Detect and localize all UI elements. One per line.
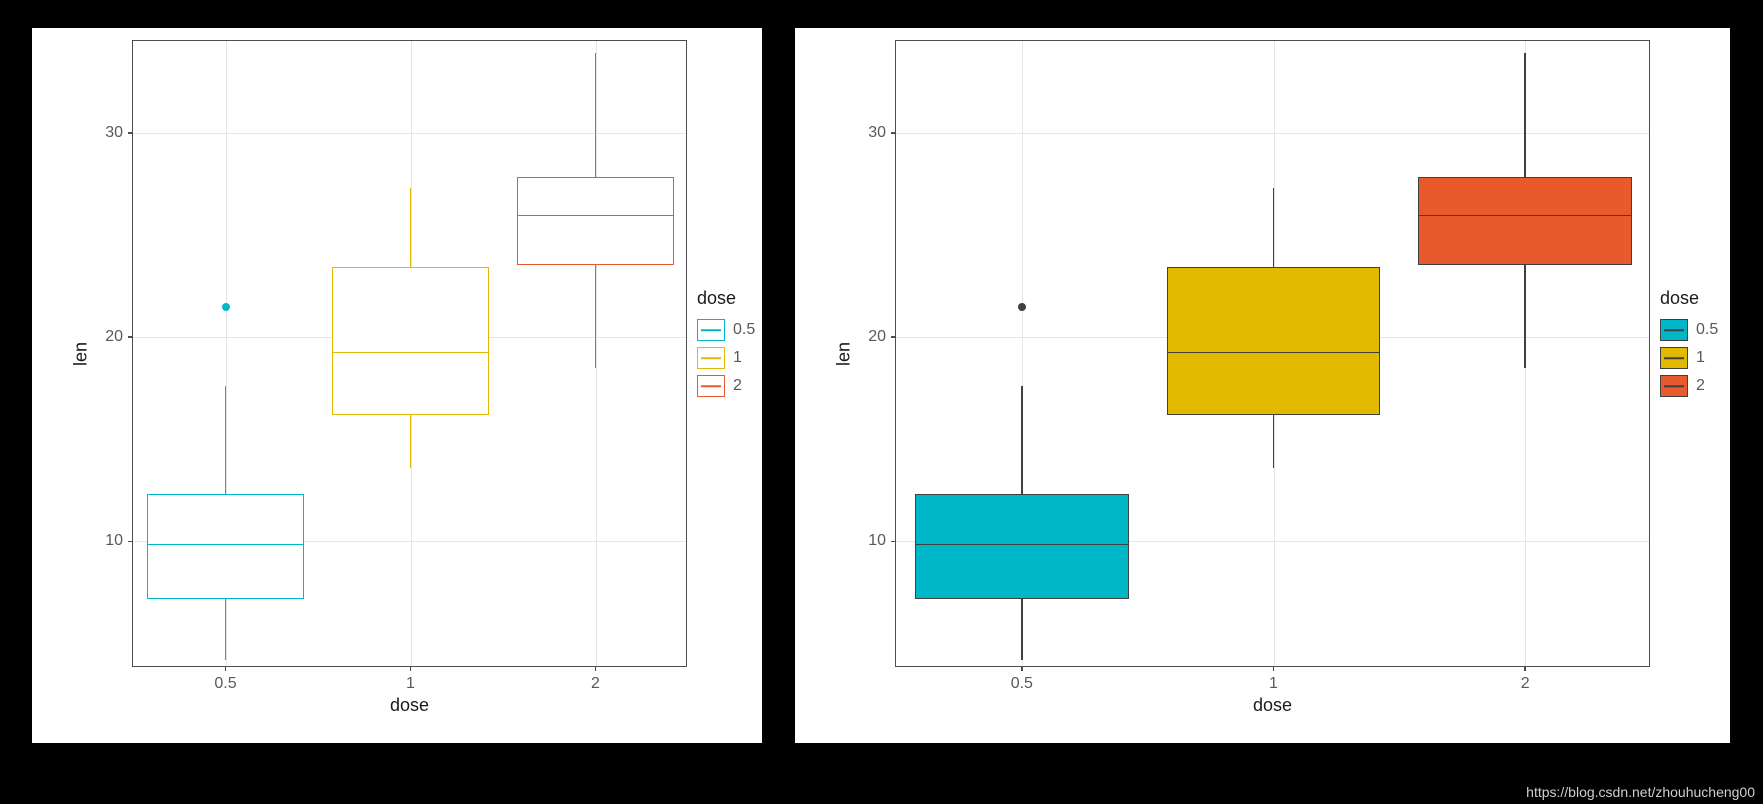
legend-title: dose [1660,288,1718,309]
legend-item: 2 [697,375,755,397]
gridline-h [896,133,1649,134]
whisker-lower [595,265,597,368]
legend-key-icon [1660,347,1688,369]
whisker-upper [1524,53,1526,177]
x-tick-label: 1 [406,666,415,692]
median-line [1167,352,1381,354]
legend-label: 1 [1696,349,1705,367]
legend-key-icon [1660,375,1688,397]
legend-item: 0.5 [1660,319,1718,341]
box [915,494,1129,598]
whisker-lower [410,415,412,468]
whisker-upper [595,53,597,177]
x-tick-label: 2 [591,666,600,692]
outlier-point [222,303,230,311]
right-plot-area: 1020300.512lendose [895,40,1650,667]
box [1418,177,1632,265]
x-axis-title: dose [1253,695,1292,716]
median-line [915,544,1129,546]
y-axis-title: len [71,341,92,365]
x-tick-label: 2 [1521,666,1530,692]
y-tick-label: 30 [105,125,133,141]
whisker-upper [1021,386,1023,494]
box [517,177,674,265]
y-tick-label: 10 [868,533,896,549]
legend-key-icon [1660,319,1688,341]
legend-key-icon [697,375,725,397]
y-tick-label: 10 [105,533,133,549]
legend-label: 2 [733,377,742,395]
box [147,494,304,598]
legend-title: dose [697,288,755,309]
legend-key-icon [697,319,725,341]
box [1167,267,1381,415]
x-tick-label: 0.5 [214,666,236,692]
legend-label: 2 [1696,377,1705,395]
legend-item: 1 [1660,347,1718,369]
legend-label: 1 [733,349,742,367]
y-tick-label: 30 [868,125,896,141]
gridline-h [133,133,686,134]
median-line [517,215,674,217]
figure-container: 1020300.512lendose dose0.512 1020300.512… [0,0,1763,804]
y-axis-title: len [834,341,855,365]
whisker-lower [1273,415,1275,468]
legend-item: 0.5 [697,319,755,341]
whisker-upper [225,386,227,494]
y-tick-label: 20 [868,329,896,345]
whisker-lower [1524,265,1526,368]
left-panel: 1020300.512lendose dose0.512 [32,28,762,743]
whisker-lower [225,599,227,660]
right-legend: dose 0.5 1 2 [1660,288,1718,403]
x-axis-title: dose [390,695,429,716]
legend-label: 0.5 [1696,321,1718,339]
legend-label: 0.5 [733,321,755,339]
whisker-upper [1273,188,1275,267]
right-panel: 1020300.512lendose dose0.512 [795,28,1730,743]
y-tick-label: 20 [105,329,133,345]
legend-item: 1 [697,347,755,369]
whisker-upper [410,188,412,267]
watermark-text: https://blog.csdn.net/zhouhucheng00 [1526,784,1755,800]
box [332,267,489,415]
legend-item: 2 [1660,375,1718,397]
left-plot-area: 1020300.512lendose [132,40,687,667]
median-line [1418,215,1632,217]
median-line [332,352,489,354]
x-tick-label: 1 [1269,666,1278,692]
outlier-point [1018,303,1026,311]
left-legend: dose 0.5 1 2 [697,288,755,403]
median-line [147,544,304,546]
whisker-lower [1021,599,1023,660]
x-tick-label: 0.5 [1011,666,1033,692]
legend-key-icon [697,347,725,369]
